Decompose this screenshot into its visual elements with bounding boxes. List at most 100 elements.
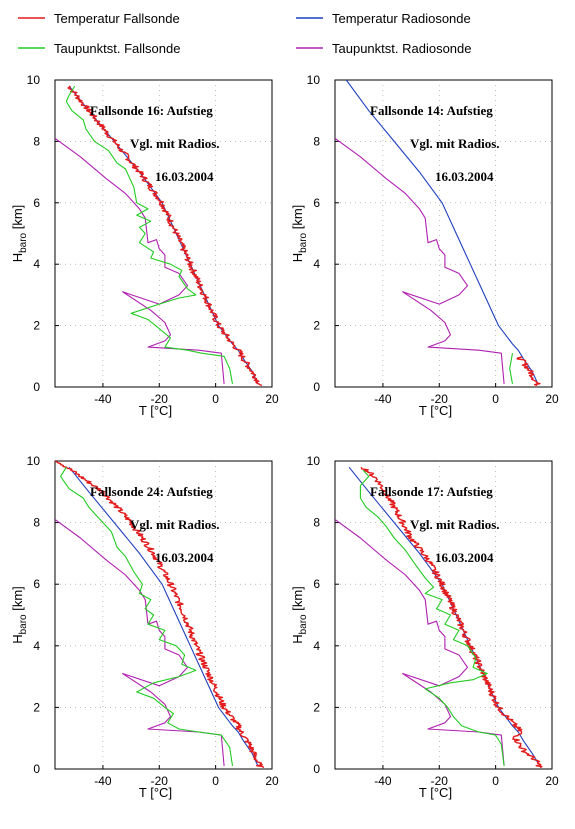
x-tick-label: 0: [492, 392, 499, 406]
chart-panel-2: -40 -20 0 20 0 2 4 6 8 10 T [°C] Hbaro [km] Fallsond…: [290, 73, 559, 418]
series-line-temperatur-radiosonde: [68, 466, 259, 767]
y-axis-label-sub: baro: [18, 232, 29, 252]
plot-frame: [334, 460, 553, 770]
x-tick-label: 0: [212, 774, 219, 788]
x-axis-label: T [°C]: [139, 403, 172, 418]
y-axis-label-main: H: [290, 253, 305, 262]
legend-entry-taupunktst-fallsonde: Taupunktst. Fallsonde: [18, 41, 180, 56]
y-tick-label: 2: [33, 319, 40, 333]
y-tick-label: 8: [313, 134, 320, 148]
y-tick-label: 10: [27, 73, 41, 87]
x-tick-label: -40: [94, 774, 112, 788]
series-line-temperatur-fallsonde: [67, 85, 263, 387]
x-tick-label: 0: [212, 392, 219, 406]
series-line-taupunktst-radiosonde: [335, 137, 505, 384]
x-tick-label: -40: [374, 774, 392, 788]
y-tick-label: 10: [307, 73, 321, 87]
x-tick-label: -40: [94, 392, 112, 406]
y-axis-label-unit: [km]: [290, 586, 305, 614]
y-axis-label-unit: [km]: [290, 205, 305, 233]
y-axis-label: Hbaro [km]: [290, 586, 309, 644]
panel-annotation-line-2: Vgl. mit Radios.: [130, 136, 220, 151]
series-group: [335, 466, 543, 769]
legend-entry-temperatur-fallsonde: Temperatur Fallsonde: [18, 11, 180, 26]
y-axis-label-unit: [km]: [10, 586, 25, 614]
y-tick-label: 2: [33, 700, 40, 714]
y-tick-label: 6: [313, 196, 320, 210]
y-tick-label: 4: [313, 639, 320, 653]
x-tick-label: -40: [374, 392, 392, 406]
panel-annotation-line-1: Fallsonde 17: Aufstieg: [370, 484, 493, 499]
x-tick-label: 20: [545, 392, 559, 406]
chart-panel-1: -40 -20 0 20 0 2 4 6 8 10 T [°C] Hbaro [km] Fallsond…: [10, 73, 279, 418]
panel-annotation-line-2: Vgl. mit Radios.: [410, 136, 500, 151]
series-line-taupunktst-radiosonde: [335, 519, 505, 766]
x-tick-label: -20: [431, 392, 449, 406]
series-line-taupunktst-fallsonde: [60, 466, 234, 766]
legend-label: Temperatur Fallsonde: [54, 11, 180, 26]
legend-label: Taupunktst. Fallsonde: [54, 41, 180, 56]
y-tick-label: 10: [307, 454, 321, 468]
series-line-temperatur-radiosonde: [348, 466, 539, 764]
chart-panel-3: -40 -20 0 20 0 2 4 6 8 10 T [°C] Hbaro [km] Fallsond…: [10, 454, 279, 800]
y-tick-label: 10: [27, 454, 41, 468]
legend-label: Taupunktst. Radiosonde: [332, 41, 471, 56]
y-axis-label-main: H: [290, 634, 305, 643]
panel-annotation-line-1: Fallsonde 16: Aufstieg: [90, 103, 213, 118]
plot-frame: [54, 79, 273, 388]
series-group: [55, 85, 263, 387]
y-axis-label: Hbaro [km]: [10, 586, 29, 644]
series-line-temperatur-fallsonde: [55, 461, 265, 769]
x-tick-label: 20: [265, 392, 279, 406]
y-tick-label: 4: [33, 257, 40, 271]
chart-panel-4: -40 -20 0 20 0 2 4 6 8 10 T [°C] Hbaro [km] Fallsond…: [290, 454, 559, 800]
panel-annotation-line-3: 16.03.2004: [155, 169, 214, 184]
y-tick-label: 4: [33, 639, 40, 653]
y-tick-label: 8: [313, 516, 320, 530]
y-axis-label-sub: baro: [298, 232, 309, 252]
series-line-temperatur-radiosonde: [345, 80, 539, 385]
x-tick-label: 0: [492, 774, 499, 788]
y-axis-label-unit: [km]: [10, 205, 25, 233]
panel-annotation-line-3: 16.03.2004: [435, 169, 494, 184]
y-axis-label: Hbaro [km]: [290, 205, 309, 263]
series-line-taupunktst-radiosonde: [55, 137, 225, 384]
panel-annotation-line-1: Fallsonde 24: Aufstieg: [90, 484, 213, 499]
y-tick-label: 0: [313, 762, 320, 776]
series-line-taupunktst-fallsonde: [359, 469, 505, 766]
y-axis-label: Hbaro [km]: [10, 205, 29, 263]
legend-label: Temperatur Radiosonde: [332, 11, 471, 26]
x-tick-label: -20: [151, 774, 169, 788]
legend-entry-taupunktst-radiosonde: Taupunktst. Radiosonde: [296, 41, 471, 56]
y-tick-label: 0: [33, 380, 40, 394]
series-line-taupunktst-fallsonde: [509, 353, 514, 384]
series-group: [55, 461, 265, 769]
series-line-temperatur-fallsonde: [516, 356, 541, 387]
panel-annotation-line-3: 16.03.2004: [155, 550, 214, 565]
legend: Temperatur Fallsonde Taupunktst. Fallson…: [18, 11, 471, 56]
x-tick-label: -20: [151, 392, 169, 406]
y-axis-label-main: H: [10, 253, 25, 262]
y-tick-label: 0: [313, 380, 320, 394]
y-tick-label: 8: [33, 134, 40, 148]
x-tick-label: 20: [265, 774, 279, 788]
x-axis-label: T [°C]: [139, 785, 172, 800]
series-group: [335, 80, 541, 387]
series-line-taupunktst-fallsonde: [65, 85, 234, 384]
y-tick-label: 8: [33, 516, 40, 530]
x-tick-label: 20: [545, 774, 559, 788]
series-line-temperatur-fallsonde: [360, 466, 543, 769]
plot-frame: [334, 79, 553, 388]
y-axis-label-sub: baro: [18, 614, 29, 634]
y-tick-label: 6: [33, 577, 40, 591]
x-axis-label: T [°C]: [419, 785, 452, 800]
panel-annotation-line-2: Vgl. mit Radios.: [410, 517, 500, 532]
y-tick-label: 2: [313, 319, 320, 333]
y-tick-label: 6: [313, 577, 320, 591]
panel-annotation-line-2: Vgl. mit Radios.: [130, 517, 220, 532]
plot-frame: [54, 460, 273, 770]
legend-entry-temperatur-radiosonde: Temperatur Radiosonde: [296, 11, 471, 26]
y-axis-label-main: H: [10, 634, 25, 643]
